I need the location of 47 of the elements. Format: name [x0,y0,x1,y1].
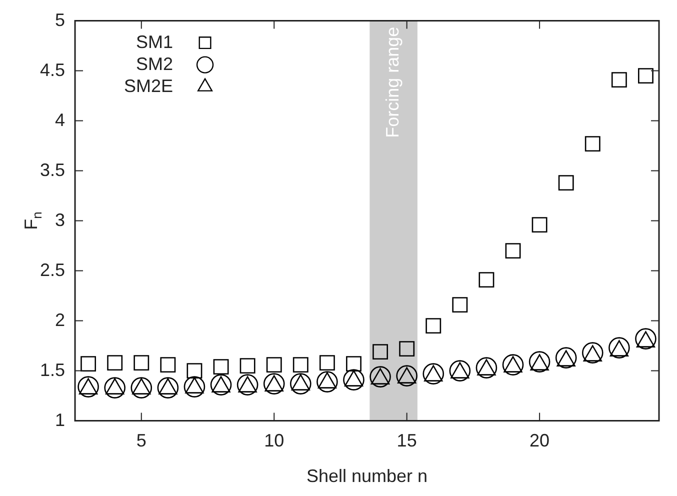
point [558,175,574,191]
point [426,318,442,334]
y-tick-label: 3.5 [40,160,66,180]
point [319,355,335,371]
x-tick-label: 20 [530,430,550,451]
legend-label: SM2E [124,76,174,96]
point [157,377,179,398]
x-tick-label: 5 [136,430,146,451]
y-tick-label: 1 [55,410,66,430]
point [343,369,364,390]
y-tick-label: 2.5 [40,260,66,280]
point [134,355,150,371]
point [638,68,654,84]
point [104,377,126,398]
point [478,272,494,288]
x-tick-label: 15 [396,430,417,451]
y-tick-label: 3 [55,210,66,230]
point [290,373,312,394]
point [80,356,96,372]
y-tick-label: 4 [55,110,66,130]
y-tick-label: 1.5 [40,360,66,380]
point [130,377,152,398]
x-axis-title: Shell number n [306,466,428,486]
point [532,217,548,233]
point [292,357,308,373]
x-tick-label: 10 [264,430,284,451]
point [184,376,206,398]
y-tick-label: 2 [55,310,66,330]
y-tick-label: 5 [55,10,66,30]
point [316,371,338,392]
point [213,359,229,375]
point [372,344,388,360]
y-axis-title: Fn [20,212,45,230]
y-tick-label: 4.5 [40,60,66,80]
point [240,358,256,374]
legend-label: SM1 [136,32,174,52]
point [186,363,202,379]
legend-label: SM2 [136,54,174,74]
point [107,355,123,371]
point [266,357,282,373]
point [452,297,468,313]
point [611,72,627,88]
point [399,341,415,357]
point [505,243,521,259]
point [160,357,176,373]
point [346,356,362,372]
point [584,136,600,152]
